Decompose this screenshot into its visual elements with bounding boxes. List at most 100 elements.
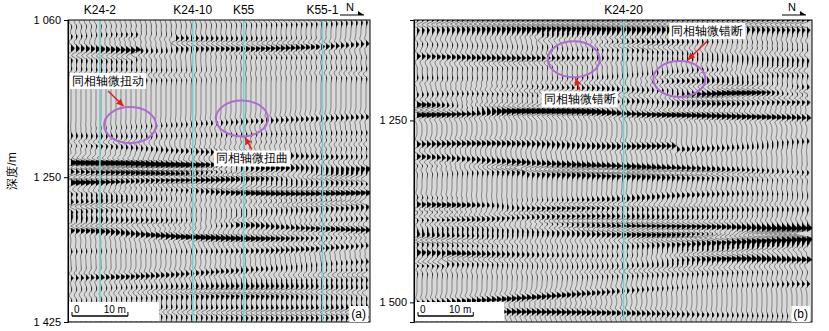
tick-mark — [64, 322, 68, 323]
trace-line — [561, 20, 581, 322]
trace-line — [269, 20, 283, 322]
wells — [623, 20, 624, 322]
trace-line — [513, 20, 531, 322]
trace-line — [602, 20, 618, 322]
annotation-background — [70, 73, 146, 89]
trace-line — [325, 20, 337, 322]
trace-line — [779, 20, 798, 322]
frame — [68, 20, 370, 322]
panel-letter-background — [791, 306, 810, 322]
trace-line — [769, 20, 787, 322]
trace-line — [587, 20, 604, 322]
well-line — [623, 20, 625, 322]
well-line — [322, 20, 324, 322]
north-arrow-head — [358, 11, 364, 15]
trace-fill — [582, 20, 591, 322]
tick-label: 1 250 — [379, 114, 407, 126]
scale-bar-line — [418, 315, 473, 317]
section-background — [68, 20, 370, 322]
trace-line — [719, 20, 733, 322]
well-label: K55 — [233, 3, 255, 17]
annotation-arrow — [245, 137, 252, 149]
scale-bar-label: 0 — [420, 304, 426, 315]
y-axis: 1 250 1 500 — [379, 21, 414, 323]
annotation-background — [669, 23, 745, 39]
north-arrow-head — [800, 11, 806, 15]
trace-line — [753, 20, 768, 322]
annotation-label: 同相轴微错断 — [544, 92, 616, 106]
trace-line — [285, 20, 298, 322]
tick-label: 1 250 — [33, 171, 61, 183]
tick: 1 250 — [33, 171, 68, 183]
tick: 1 060 — [33, 14, 68, 26]
trace-fill — [787, 20, 793, 322]
trace-line — [765, 20, 783, 322]
trace-line — [436, 20, 448, 322]
trace-line — [552, 20, 572, 322]
trace-line — [279, 20, 292, 322]
trace-line — [305, 20, 317, 322]
annotation-background — [214, 150, 290, 166]
trace-line — [774, 20, 793, 322]
trace-line — [503, 20, 519, 322]
trace-fill — [472, 20, 477, 322]
tick-label: 1 060 — [33, 14, 61, 26]
scale-bar-background — [415, 302, 504, 321]
scale-bar-label: 0 — [74, 304, 80, 315]
tick-mark — [410, 302, 414, 303]
tick-mark — [64, 177, 68, 178]
trace-line — [663, 20, 677, 322]
trace-line — [214, 20, 228, 322]
trace-fill — [642, 20, 648, 322]
trace-line — [330, 20, 342, 322]
trace-line — [360, 20, 370, 322]
trace-line — [320, 20, 332, 322]
trace-line — [274, 20, 287, 322]
trace-line — [190, 20, 203, 322]
trace-line — [669, 20, 683, 322]
trace-line — [648, 20, 663, 322]
seismic-traces — [68, 20, 370, 322]
scale-bar-tick — [72, 312, 73, 316]
trace-line — [612, 20, 627, 322]
annotation-arrow — [688, 41, 708, 60]
well-label: K55-1 — [306, 3, 338, 17]
tick: 1 425 — [33, 316, 68, 328]
annotation-arrow-head — [116, 99, 123, 106]
frame — [414, 20, 812, 322]
trace-fill — [782, 20, 788, 322]
trace-line — [729, 20, 743, 322]
annotation-ellipse — [548, 41, 600, 77]
trace-fill — [457, 20, 462, 322]
trace-line — [295, 20, 308, 322]
well-line — [192, 20, 194, 322]
tick: 1 500 — [379, 296, 414, 308]
well-label: K24-2 — [84, 3, 116, 17]
well-line — [243, 20, 245, 322]
annotation-ellipse — [653, 61, 705, 97]
trace-line — [784, 20, 804, 322]
trace-line — [315, 20, 327, 322]
trace-line — [414, 20, 423, 322]
scale-bar-tick — [418, 312, 419, 316]
trace-line — [674, 20, 688, 322]
seismic-traces — [414, 20, 812, 322]
trace-line — [653, 20, 668, 322]
trace-line — [233, 20, 247, 322]
annotation-arrow-head — [245, 137, 252, 145]
trace-line — [794, 20, 812, 322]
annotation-label: 同相轴微扭动 — [72, 74, 144, 88]
trace-fill — [366, 20, 370, 322]
scale-bar-tick — [473, 312, 474, 316]
well-label: K24-20 — [604, 3, 643, 17]
trace-line — [607, 20, 622, 322]
tick: 1 250 — [379, 114, 414, 126]
well-line — [99, 20, 101, 322]
axis-line — [410, 21, 415, 323]
y-axis: 1 060 1 250 1 425 — [33, 14, 68, 328]
trace-line — [739, 20, 753, 322]
trace-line — [761, 20, 778, 322]
scale-bar-line — [72, 315, 128, 317]
annotation-background — [542, 91, 618, 107]
north-label: N — [346, 1, 354, 13]
